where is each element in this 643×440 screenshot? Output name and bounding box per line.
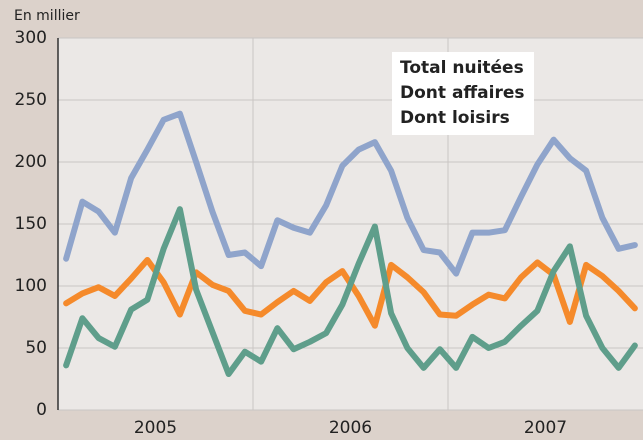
line-series bbox=[63, 206, 638, 378]
x-tick-label: 2006 bbox=[329, 418, 372, 438]
y-tick-label: 0 bbox=[36, 400, 47, 420]
legend-entry: Dont affaires bbox=[400, 83, 525, 103]
y-tick-label: 200 bbox=[15, 152, 47, 172]
legend-box bbox=[392, 52, 534, 135]
legend-entry: Dont loisirs bbox=[400, 108, 510, 128]
y-tick-label: 150 bbox=[15, 214, 47, 234]
y-tick-label: 300 bbox=[15, 28, 47, 48]
y-axis-label: En millier bbox=[14, 8, 80, 24]
y-tick-label: 100 bbox=[15, 276, 47, 296]
x-tick-label: 2007 bbox=[524, 418, 567, 438]
x-tick-label: 2005 bbox=[134, 418, 177, 438]
y-tick-label: 250 bbox=[15, 90, 47, 110]
y-tick-label: 50 bbox=[25, 338, 47, 358]
line-series bbox=[63, 110, 638, 277]
legend-entry: Total nuitées bbox=[400, 58, 524, 78]
